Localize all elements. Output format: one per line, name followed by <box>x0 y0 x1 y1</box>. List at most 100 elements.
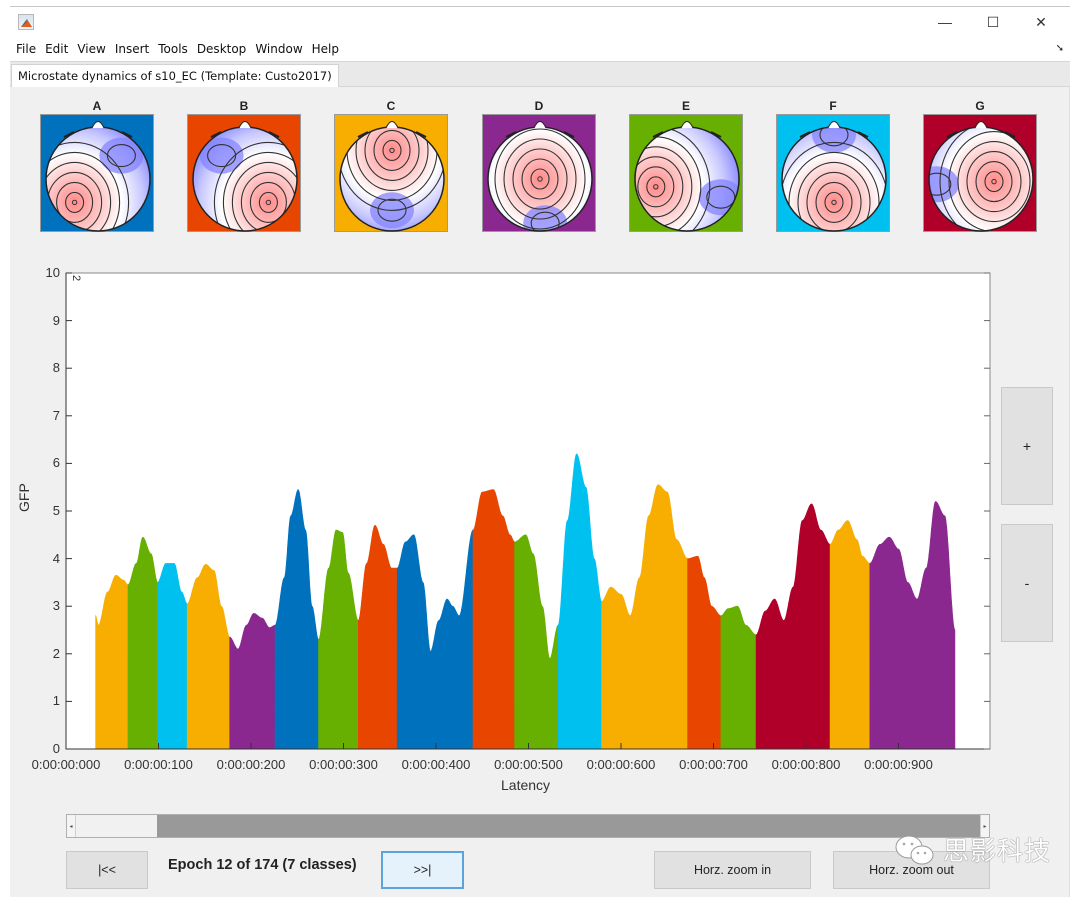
template-label-c: C <box>386 99 396 113</box>
template-label-g: G <box>975 99 985 113</box>
microstate-segment-f <box>557 453 602 750</box>
x-axis-label: Latency <box>501 777 551 793</box>
horz-zoom-in-label: Horz. zoom in <box>693 863 772 877</box>
y-tick-label: 3 <box>52 598 60 614</box>
y-tick-label: 9 <box>52 312 60 328</box>
y-tick-label: 6 <box>52 455 60 471</box>
first-epoch-label: |<< <box>98 863 116 877</box>
y-tick-label: 10 <box>45 265 60 280</box>
template-map-f[interactable] <box>776 114 890 232</box>
microstate-segment-e <box>720 605 757 750</box>
template-label-d: D <box>534 99 544 113</box>
microstate-segment-b <box>472 489 515 750</box>
menu-desktop[interactable]: Desktop <box>196 42 247 56</box>
x-tick-label: 0:00:00:900 <box>864 757 933 772</box>
maximize-button[interactable]: ☐ <box>970 7 1016 37</box>
template-map-d[interactable] <box>482 114 596 232</box>
x-tick-label: 0:00:00:400 <box>401 757 471 772</box>
scrollbar-thumb[interactable] <box>76 815 157 837</box>
vertical-zoom-out-button[interactable]: - <box>1001 524 1053 642</box>
x-tick-label: 0:00:00:000 <box>31 757 101 772</box>
x-tick-label: 0:00:00:100 <box>124 757 193 772</box>
microstate-segment-a <box>274 489 319 750</box>
y-axis-label: GFP <box>16 483 32 512</box>
template-label-b: B <box>239 99 249 113</box>
menu-view[interactable]: View <box>77 42 106 56</box>
scroll-right-arrow[interactable]: ▸ <box>980 815 989 837</box>
y-tick-label: 4 <box>52 550 60 566</box>
template-map-b[interactable] <box>187 114 301 232</box>
microstate-segment-f <box>157 563 188 750</box>
y-tick-label: 5 <box>52 503 60 518</box>
svg-text:2: 2 <box>70 275 82 281</box>
template-label-e: E <box>681 99 690 113</box>
close-button[interactable]: ✕ <box>1018 7 1064 37</box>
microstate-segment-e <box>318 529 359 750</box>
right-arrow-icon: ▸ <box>983 823 987 830</box>
vertical-zoom-in-button[interactable]: + <box>1001 387 1053 505</box>
microstate-segment-d <box>869 501 956 750</box>
template-map-c[interactable] <box>334 114 448 232</box>
y-tick-label: 2 <box>52 645 60 661</box>
microstate-segment-a <box>396 529 474 750</box>
microstate-segment-e <box>127 536 159 750</box>
y-tick-label: 0 <box>52 741 60 756</box>
microstate-segment-d <box>229 612 276 750</box>
scroll-left-arrow[interactable]: ◂ <box>67 815 76 837</box>
template-map-e[interactable] <box>629 114 743 232</box>
horz-zoom-out-label: Horz. zoom out <box>869 863 954 877</box>
y-tick-label: 8 <box>52 360 60 376</box>
horz-zoom-in-button[interactable]: Horz. zoom in <box>654 851 811 889</box>
maximize-icon: ☐ <box>986 13 1000 30</box>
wechat-icon <box>895 835 934 864</box>
first-epoch-button[interactable]: |<< <box>66 851 148 889</box>
menu-edit[interactable]: Edit <box>45 42 69 56</box>
x-tick-label: 0:00:00:500 <box>494 757 563 772</box>
menu-file[interactable]: File <box>16 42 37 56</box>
figure-window: — ☐ ✕ File Edit View Insert Tools Deskto… <box>10 6 1070 897</box>
x-tick-label: 0:00:00:600 <box>586 757 656 772</box>
microstate-segment-c <box>186 563 231 750</box>
minimize-button[interactable]: — <box>922 7 968 37</box>
plus-icon: + <box>1022 438 1032 454</box>
tab-strip: Microstate dynamics of s10_EC (Template:… <box>10 61 1070 87</box>
figure-content: A B <box>10 87 1070 897</box>
gfp-plot[interactable]: 2 <box>10 87 1070 807</box>
close-icon: ✕ <box>1035 13 1047 30</box>
x-tick-label: 0:00:00:300 <box>309 757 378 772</box>
tab-microstate-dynamics[interactable]: Microstate dynamics of s10_EC (Template:… <box>11 64 339 87</box>
menu-bar: File Edit View Insert Tools Desktop Wind… <box>10 37 1070 61</box>
menu-tools[interactable]: Tools <box>158 42 188 56</box>
menu-help[interactable]: Help <box>311 42 339 56</box>
minus-icon: - <box>1024 575 1030 591</box>
y-tick-label: 1 <box>52 693 60 709</box>
microstate-segment-c <box>829 520 871 750</box>
watermark-text: 思影科技 <box>943 837 1052 867</box>
microstate-segment-g <box>755 503 832 750</box>
next-epoch-label: >>| <box>413 863 432 877</box>
title-bar: — ☐ ✕ <box>10 7 1070 37</box>
horz-zoom-out-button[interactable]: Horz. zoom out <box>833 851 990 889</box>
microstate-segment-b <box>358 524 398 750</box>
x-tick-label: 0:00:00:800 <box>771 757 841 772</box>
microstate-segment-c <box>95 575 129 750</box>
next-epoch-button[interactable]: >>| <box>381 851 464 889</box>
epoch-scrollbar[interactable]: ◂ ▸ <box>66 814 990 838</box>
menu-window[interactable]: Window <box>255 42 303 56</box>
menu-insert[interactable]: Insert <box>114 42 150 56</box>
axes: 2 <box>65 272 991 750</box>
microstate-segment-b <box>687 555 722 750</box>
matlab-icon <box>18 14 34 30</box>
minimize-icon: — <box>938 14 952 30</box>
watermark: 思影科技 <box>893 831 1051 868</box>
x-tick-label: 0:00:00:700 <box>679 757 748 772</box>
microstate-segment-e <box>514 534 559 750</box>
microstate-segment-c <box>601 484 688 750</box>
template-map-a[interactable] <box>40 114 154 232</box>
template-map-g[interactable] <box>923 114 1037 232</box>
epoch-status: Epoch 12 of 174 (7 classes) <box>168 857 357 873</box>
y-tick-label: 7 <box>52 407 60 423</box>
dock-arrow-icon[interactable]: ➘ <box>1055 43 1064 54</box>
template-label-f: F <box>829 99 837 113</box>
x-tick-label: 0:00:00:200 <box>216 757 286 772</box>
